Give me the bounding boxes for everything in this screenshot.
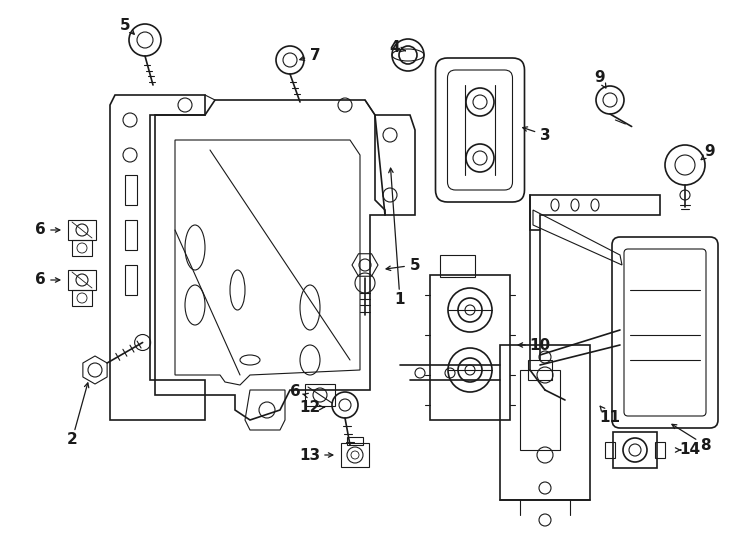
Text: 9: 9 [595,71,606,85]
Bar [305,384,335,406]
Text: 6: 6 [34,222,46,238]
Text: 1: 1 [395,293,405,307]
Text: 11: 11 [600,410,620,426]
Text: 10: 10 [529,338,550,353]
Text: 4: 4 [390,40,400,56]
Bar [347,437,363,445]
Text: 13: 13 [299,448,321,462]
Bar [528,360,552,380]
Bar [341,443,369,467]
Text: 6: 6 [290,384,300,400]
Bar [613,432,657,468]
Bar [68,270,96,290]
Bar [72,240,92,256]
Bar [125,175,137,205]
Text: 12: 12 [299,401,321,415]
Bar [72,290,92,306]
Bar [68,220,96,240]
Text: 14: 14 [680,442,700,457]
Text: 9: 9 [705,145,716,159]
Bar [655,442,665,458]
Text: 3: 3 [539,127,550,143]
Bar [440,255,475,277]
Bar [500,345,590,500]
Text: 6: 6 [34,273,46,287]
Text: 2: 2 [67,433,77,448]
Bar [125,265,137,295]
Bar [605,442,615,458]
Text: 5: 5 [410,258,421,273]
Text: 8: 8 [700,437,711,453]
Text: 5: 5 [120,17,131,32]
Bar [520,370,560,450]
Text: 7: 7 [310,48,320,63]
Bar [125,220,137,250]
Bar [430,275,510,420]
